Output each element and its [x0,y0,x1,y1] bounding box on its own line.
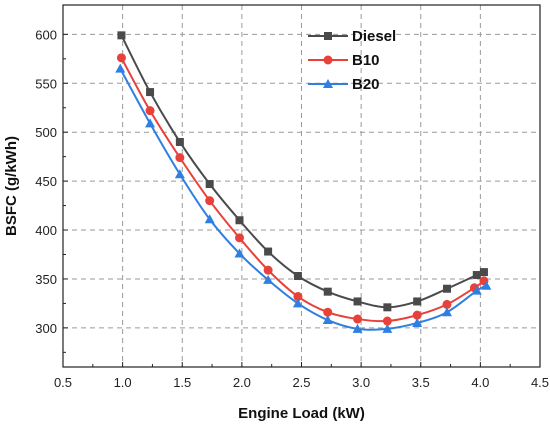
data-point-b10 [205,196,215,206]
data-point-b20 [481,280,492,290]
data-point-diesel [323,287,332,296]
x-tick-label: 2.0 [233,375,251,390]
legend: Diesel B10 B20 [308,28,396,93]
data-point-b20 [115,63,126,73]
x-tick-label: 1.5 [173,375,191,390]
series-lines [119,34,487,331]
legend-marker-b10 [323,55,333,65]
y-tick-label: 300 [35,321,57,336]
legend-label-b20: B20 [352,76,380,93]
x-tick-label: 1.0 [114,375,132,390]
data-point-b10 [293,292,303,302]
data-point-b10 [263,265,273,275]
series-markers [115,31,492,333]
data-point-b10 [116,53,126,63]
data-point-b10 [382,316,392,326]
data-point-diesel [353,297,362,306]
y-tick-label: 600 [35,27,57,42]
data-point-b20 [174,169,185,179]
x-tick-label: 4.5 [531,375,549,390]
x-tick-labels: 0.5 1.0 1.5 2.0 2.5 3.0 3.5 4.0 4.5 [54,375,549,390]
x-axis-title: Engine Load (kW) [238,405,365,422]
data-point-diesel [175,137,184,146]
series-line-diesel [120,34,485,309]
x-tick-label: 0.5 [54,375,72,390]
data-point-b20 [441,307,452,317]
data-point-b10 [353,314,363,324]
data-point-diesel [146,88,155,97]
data-point-b20 [322,315,333,325]
x-tick-label: 4.0 [471,375,489,390]
data-point-diesel [472,271,481,280]
data-point-diesel [117,31,126,40]
series-line-b10 [120,57,485,323]
data-point-b20 [382,323,393,333]
data-point-b20 [292,298,303,308]
data-point-b10 [175,153,185,163]
data-point-diesel [235,216,244,225]
y-tick-label: 550 [35,76,57,91]
data-point-diesel [264,247,273,256]
legend-label-b10: B10 [352,52,380,69]
x-tick-label: 2.5 [292,375,310,390]
data-point-b10 [145,106,155,116]
y-axis-title: BSFC (g/kWh) [3,136,20,236]
data-point-diesel [442,284,451,293]
data-point-diesel [479,268,488,277]
data-point-b20 [412,317,423,327]
y-tick-labels: 300 350 400 450 500 550 600 [35,27,57,336]
data-point-diesel [205,180,214,189]
legend-label-diesel: Diesel [352,28,396,45]
data-point-b20 [352,323,363,333]
legend-marker-b20 [323,79,333,88]
axis-ticks [62,33,541,367]
data-point-b10 [412,310,422,320]
data-point-b20 [263,274,274,284]
data-point-b20 [204,214,215,224]
legend-marker-diesel [324,32,332,40]
data-point-b20 [145,118,156,128]
data-point-diesel [413,297,422,306]
data-point-diesel [293,272,302,281]
data-point-diesel [383,303,392,312]
grid-lines [63,5,540,367]
data-point-b10 [442,299,452,309]
legend-item-b20: B20 [308,76,380,93]
y-tick-label: 350 [35,272,57,287]
legend-item-diesel: Diesel [308,28,396,45]
y-tick-label: 500 [35,125,57,140]
data-point-b10 [234,233,244,243]
data-point-b10 [323,307,333,317]
x-tick-label: 3.0 [352,375,370,390]
series-line-b20 [119,68,487,331]
y-tick-label: 450 [35,174,57,189]
y-tick-label: 400 [35,223,57,238]
legend-item-b10: B10 [308,52,380,69]
data-point-b20 [471,285,482,295]
data-point-b20 [234,248,245,258]
x-tick-label: 3.5 [412,375,430,390]
